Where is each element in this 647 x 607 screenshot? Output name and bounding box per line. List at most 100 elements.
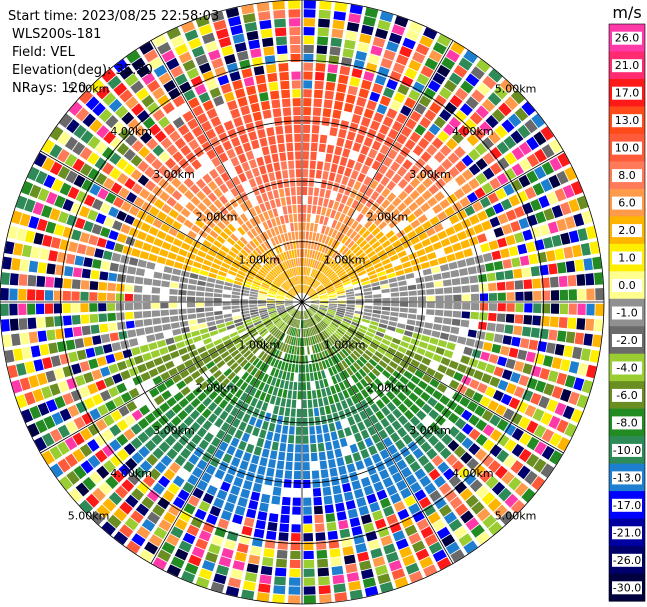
velocity-gate [62,315,72,326]
velocity-gate [420,202,431,213]
velocity-gate [276,320,283,327]
velocity-gate [188,453,200,465]
velocity-gate [294,319,298,328]
velocity-gate [408,344,418,352]
velocity-gate [305,337,309,346]
velocity-gate [191,370,201,380]
velocity-gate [291,309,297,316]
velocity-gate [275,340,282,349]
velocity-gate [305,285,309,294]
velocity-gate [223,433,233,444]
velocity-gate [367,328,377,334]
velocity-gate [49,428,63,443]
velocity-gate [242,580,256,591]
velocity-gate [346,296,355,300]
velocity-gate [441,407,452,419]
velocity-gate [425,282,435,289]
velocity-gate [230,407,239,417]
velocity-gate [556,170,569,185]
velocity-gate [259,391,267,401]
velocity-gate [324,226,331,236]
velocity-gate [320,264,326,272]
velocity-gate [521,326,532,337]
velocity-gate [364,375,373,385]
velocity-gate [291,524,301,533]
velocity-gate [577,288,586,301]
velocity-gate [471,349,482,359]
velocity-gate [331,229,338,239]
velocity-gate [66,470,80,485]
velocity-gate [479,396,491,408]
velocity-gate [375,28,389,40]
velocity-gate [302,169,309,178]
velocity-gate [349,589,363,600]
velocity-gate [410,258,420,266]
velocity-gate [313,371,319,381]
velocity-gate [388,375,398,385]
velocity-gate [165,533,180,547]
velocity-gate [399,446,411,458]
velocity-gate [485,363,496,374]
velocity-gate [427,196,438,207]
velocity-gate [410,338,420,346]
velocity-gate [338,271,347,278]
velocity-gate [316,45,328,55]
velocity-gate [563,246,574,259]
velocity-gate [422,374,432,384]
velocity-gate [543,236,554,249]
velocity-gate [101,521,116,536]
velocity-gate [403,267,413,274]
velocity-gate [305,319,309,328]
velocity-gate [351,480,362,491]
velocity-gate [339,65,351,76]
velocity-gate [151,295,160,302]
velocity-gate [172,441,184,453]
velocity-gate [386,401,397,412]
velocity-gate [592,256,602,270]
velocity-gate [225,320,234,327]
velocity-gate [183,416,195,427]
velocity-gate [350,243,358,252]
velocity-gate [298,231,302,240]
velocity-gate [564,375,576,389]
velocity-gate [353,161,363,172]
velocity-gate [299,337,302,347]
velocity-gate [341,247,349,256]
velocity-gate [585,225,597,240]
velocity-gate [233,352,242,361]
velocity-gate [125,358,136,368]
velocity-gate [407,441,419,452]
velocity-gate [299,346,302,355]
velocity-gate [280,434,288,443]
velocity-gate [295,364,299,373]
velocity-gate [515,291,524,301]
velocity-gate [343,318,352,324]
velocity-gate [345,500,356,510]
velocity-gate [293,115,301,125]
velocity-gate [160,302,169,309]
velocity-gate [320,225,327,234]
velocity-gate [136,481,150,495]
velocity-gate [374,518,387,530]
velocity-gate [343,39,356,50]
velocity-gate [332,201,340,211]
velocity-gate [294,453,302,462]
velocity-gate [451,460,465,473]
velocity-gate [388,32,403,44]
velocity-gate [336,83,347,93]
velocity-gate [342,545,354,556]
velocity-gate [350,352,358,361]
velocity-gate [369,91,381,103]
velocity-gate [309,336,314,345]
velocity-gate [318,262,324,271]
velocity-gate [318,233,324,243]
velocity-gate [161,353,172,363]
velocity-gate [330,476,340,486]
velocity-gate [191,355,202,364]
velocity-gate [9,303,18,316]
velocity-gate [328,303,338,306]
velocity-gate [497,157,510,170]
velocity-gate [283,324,289,333]
velocity-gate [285,304,294,309]
velocity-gate [443,287,453,294]
